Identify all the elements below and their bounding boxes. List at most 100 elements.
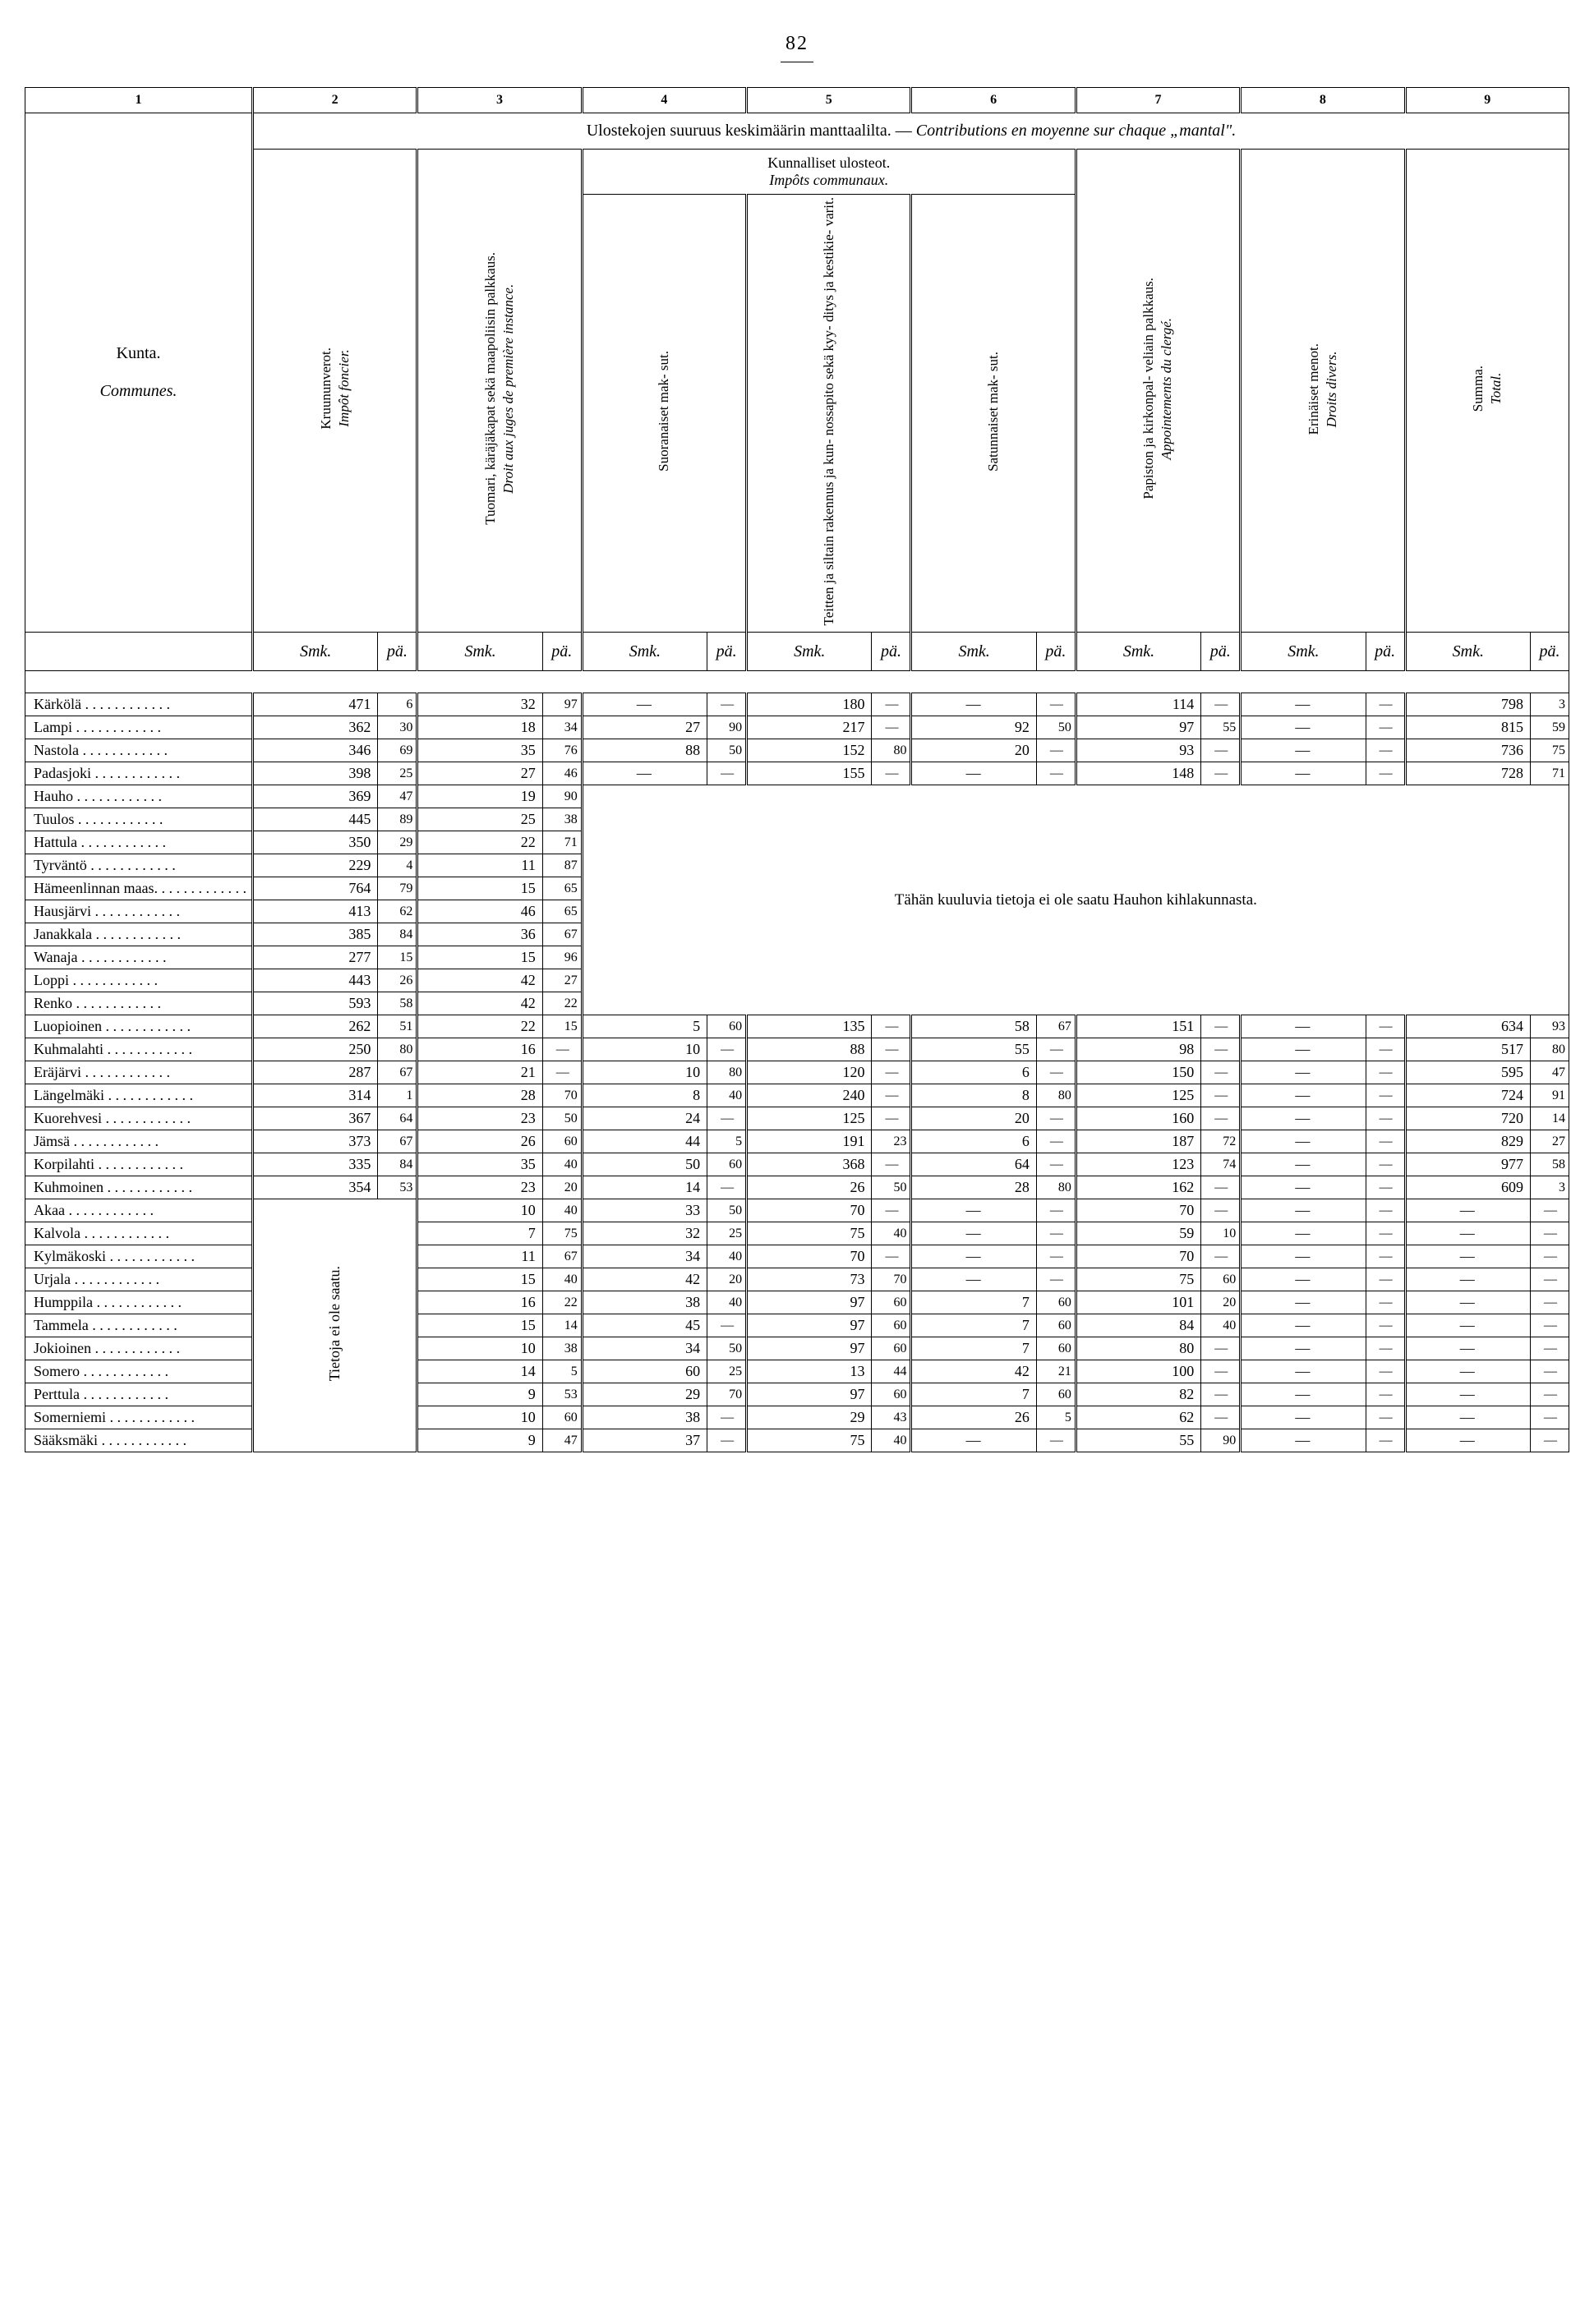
table-cell: — [1241,1222,1366,1245]
table-cell: 28 [911,1176,1036,1199]
table-cell: — [1241,1153,1366,1176]
table-cell: 277 [252,946,377,969]
table-cell: 30 [378,716,417,739]
table-cell: — [1531,1268,1569,1291]
table-cell: — [707,1406,747,1429]
table-cell: 50 [582,1153,707,1176]
table-cell: 7 [911,1291,1036,1314]
table-cell: 32 [582,1222,707,1245]
table-cell: — [1241,693,1366,716]
table-cell: — [872,1199,911,1222]
header-erinaiset: Erinäiset menot.Droits divers. [1241,150,1405,633]
table-cell: 76 [542,739,582,762]
table-row: Korpilahti . . . . . . . . . . . .335843… [25,1153,1569,1176]
commune-name: Tammela . . . . . . . . . . . . [25,1314,253,1337]
table-cell: 97 [1076,716,1200,739]
summa-text: Summa. [1470,366,1486,412]
table-cell: 287 [252,1061,377,1084]
table-cell: — [911,1268,1036,1291]
table-cell: — [1201,1383,1241,1406]
table-cell: 15 [542,1015,582,1038]
table-cell: — [911,693,1036,716]
table-cell: 40 [542,1153,582,1176]
table-cell: 36 [417,923,542,946]
table-cell: 764 [252,877,377,900]
u3: Smk. [417,633,542,671]
commune-name: Humppila . . . . . . . . . . . . [25,1291,253,1314]
table-cell: 60 [707,1153,747,1176]
table-cell: 27 [542,969,582,992]
table-row: Eräjärvi . . . . . . . . . . . .2876721—… [25,1061,1569,1084]
col-num-7: 7 [1076,88,1240,113]
table-cell: — [1366,716,1405,739]
table-cell: — [1241,1130,1366,1153]
table-cell: 64 [911,1153,1036,1176]
table-cell: — [1366,1038,1405,1061]
table-cell: 23 [872,1130,911,1153]
table-cell: 28 [417,1084,542,1107]
table-cell: 10 [1201,1222,1241,1245]
table-cell: 798 [1405,693,1530,716]
table-cell: 6 [378,693,417,716]
table-cell: 69 [378,739,417,762]
table-cell: 187 [1076,1130,1200,1153]
table-cell: — [1241,1291,1366,1314]
table-cell: 10 [417,1406,542,1429]
table-row: Kuhmalahti . . . . . . . . . . . .250801… [25,1038,1569,1061]
table-cell: — [1531,1406,1569,1429]
table-cell: — [707,1176,747,1199]
table-cell: — [1405,1314,1530,1337]
table-cell: 240 [747,1084,872,1107]
table-cell: 829 [1405,1130,1530,1153]
table-cell: 22 [417,1015,542,1038]
table-row: Nastola . . . . . . . . . . . .346693576… [25,739,1569,762]
table-cell: 71 [1531,762,1569,785]
table-cell: 44 [582,1130,707,1153]
table-cell: — [1201,1061,1241,1084]
table-cell: 23 [417,1176,542,1199]
header-kunnalliset: Kunnalliset ulosteot. Impôts communaux. [582,150,1076,195]
commune-name: Eräjärvi . . . . . . . . . . . . [25,1061,253,1084]
table-cell: 11 [417,854,542,877]
table-cell: 67 [378,1130,417,1153]
table-cell: 18 [417,716,542,739]
commune-name: Wanaja . . . . . . . . . . . . [25,946,253,969]
table-cell: 191 [747,1130,872,1153]
table-cell: 55 [911,1038,1036,1061]
commune-name: Hausjärvi . . . . . . . . . . . . [25,900,253,923]
table-cell: — [707,1038,747,1061]
commune-name: Tyrväntö . . . . . . . . . . . . [25,854,253,877]
table-cell: 40 [707,1291,747,1314]
table-cell: 40 [707,1084,747,1107]
papiston-text: Papiston ja kirkonpal- veliain palkkaus. [1140,278,1156,499]
spacer [25,671,1569,693]
table-cell: — [1366,739,1405,762]
table-cell: 15 [417,1314,542,1337]
u9p: pä. [1531,633,1569,671]
table-cell: 60 [1036,1291,1076,1314]
table-cell: — [1241,1199,1366,1222]
table-cell: — [1036,1245,1076,1268]
table-cell: — [872,762,911,785]
table-cell: 250 [252,1038,377,1061]
table-cell: — [1241,1038,1366,1061]
table-cell: 43 [872,1406,911,1429]
table-cell: 125 [1076,1084,1200,1107]
table-cell: 87 [542,854,582,877]
table-cell: 23 [417,1107,542,1130]
table-cell: 50 [1036,716,1076,739]
u3p: pä. [542,633,582,671]
spanning-header-italic: Contributions en moyenne sur chaque „man… [916,122,1236,140]
table-cell: — [1036,1199,1076,1222]
commune-name: Padasjoki . . . . . . . . . . . . [25,762,253,785]
table-cell: — [1366,693,1405,716]
table-cell: — [1405,1222,1530,1245]
commune-name: Perttula . . . . . . . . . . . . [25,1383,253,1406]
tuomari-text: Tuomari, käräjäkapat sekä maapoliisin pa… [482,252,498,525]
table-cell: 593 [252,992,377,1015]
table-cell: — [872,716,911,739]
table-cell: 60 [1036,1314,1076,1337]
table-cell: 60 [582,1360,707,1383]
table-cell: 89 [378,808,417,831]
commune-name: Längelmäki . . . . . . . . . . . . [25,1084,253,1107]
